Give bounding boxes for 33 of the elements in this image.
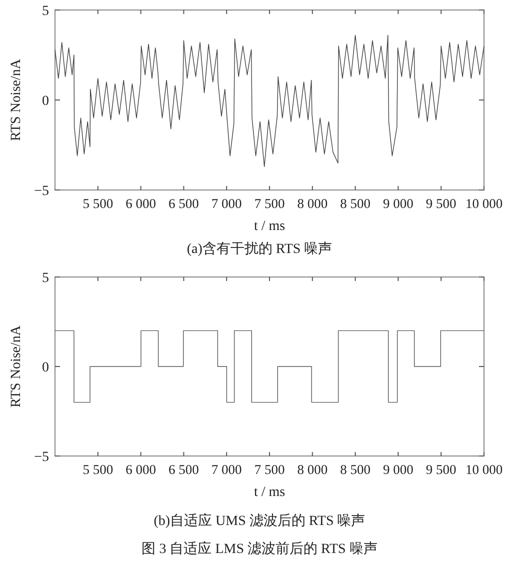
x-tick-label: 6 000	[126, 196, 156, 211]
y-axis-title: RTS Noise/nA	[9, 324, 24, 408]
x-tick-label: 9 500	[426, 196, 457, 211]
x-tick-label: 8 000	[297, 196, 328, 211]
text: (b)自适应 UMS 滤波后的 RTS 噪声	[154, 513, 366, 529]
x-tick-label: 9 000	[383, 462, 414, 477]
x-tick-label: 7 000	[211, 196, 242, 211]
x-axis-title: t / ms	[254, 485, 286, 500]
x-tick-label: 7 500	[254, 462, 285, 477]
x-tick-label: 6 500	[168, 196, 200, 211]
x-tick-label: 9 000	[383, 196, 414, 211]
y-tick-label: −5	[34, 450, 49, 465]
y-tick-label: 0	[42, 94, 49, 109]
x-tick-label: 10 000	[465, 462, 503, 477]
x-tick-label: 8 500	[340, 196, 371, 211]
x-tick-label: 6 000	[126, 462, 156, 477]
x-tick-label: 9 500	[426, 462, 457, 477]
x-tick-label: 5 500	[82, 196, 114, 211]
x-tick-label: 6 500	[168, 462, 200, 477]
x-tick-label: 8 000	[297, 462, 328, 477]
x-tick-label: 8 500	[340, 462, 371, 477]
y-axis-title: RTS Noise/nA	[9, 58, 24, 141]
x-tick-label: 10 000	[465, 196, 503, 211]
y-tick-label: 5	[42, 4, 49, 19]
y-tick-label: −5	[34, 184, 49, 199]
x-tick-label: 7 500	[254, 196, 285, 211]
x-tick-label: 7 000	[211, 462, 242, 477]
y-tick-label: 0	[42, 360, 49, 376]
y-tick-label: 5	[42, 271, 49, 286]
caption: 图 3 自适应 LMS 滤波前后的 RTS 噪声	[142, 541, 378, 557]
x-tick-label: 5 500	[82, 462, 114, 477]
x-axis-title: t / ms	[254, 219, 286, 234]
text: (a)含有干扰的 RTS 噪声	[186, 241, 332, 257]
